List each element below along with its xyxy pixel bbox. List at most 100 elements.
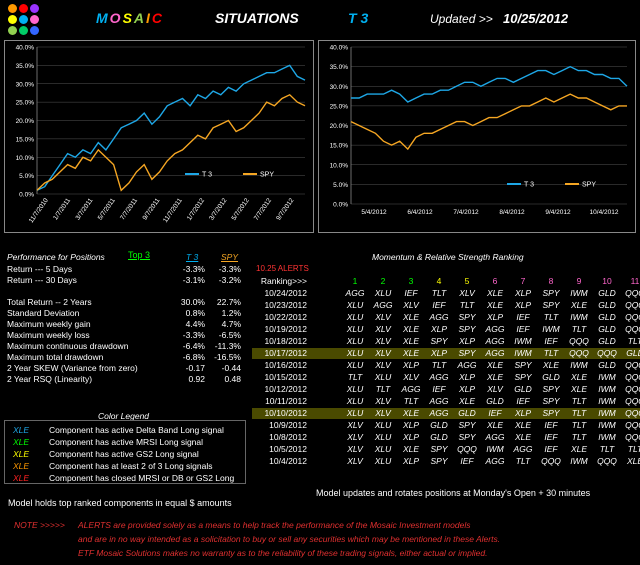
ranking-date: 10/24/2012	[264, 288, 307, 298]
ranking-cell: TLT	[431, 360, 447, 370]
ranking-cell: XLU	[346, 408, 364, 418]
series-line-t3	[351, 65, 628, 103]
perf-col-t3: T 3	[186, 252, 199, 262]
ranking-cell: IWM	[598, 432, 616, 442]
ranking-cell: IEF	[516, 396, 530, 406]
ranking-cell: TLT	[599, 444, 615, 454]
ranking-cell: TLT	[571, 420, 587, 430]
perf-t3-value: 30.0%	[180, 297, 205, 307]
ranking-cell: AGG	[485, 432, 505, 442]
ranking-cell: TLT	[403, 396, 419, 406]
ranking-cell: SPY	[542, 300, 560, 310]
ranking-date: 10/18/2012	[264, 336, 307, 346]
legend-label: T 3	[524, 182, 534, 189]
ranking-cell: SPY	[458, 312, 476, 322]
y-tick-label: 5.0%	[333, 182, 348, 189]
ranking-cell: XLP	[514, 408, 532, 418]
perf-spy-value: 1.2%	[221, 308, 241, 318]
perf-row: Maximum continuous drawdown -6.4% -11.3%	[7, 341, 245, 352]
ranking-cell: XLV	[347, 444, 363, 454]
legend-title: Color Legend	[98, 411, 150, 421]
ranking-row: 10/22/2012 XLU XLV XLE AGG SPY XLP IEF TLT IWM GLD…	[252, 312, 640, 323]
ranking-cell: QQQ	[625, 324, 640, 334]
ranking-date: 10/23/2012	[264, 300, 307, 310]
legend-text: Component has closed MRSI or DB or GS2 L…	[49, 473, 235, 483]
y-tick-label: 0.0%	[333, 202, 348, 209]
ranking-cell: IEF	[432, 384, 446, 394]
ranking-cell: TLT	[375, 384, 391, 394]
brand-letter: C	[151, 10, 165, 26]
ranking-cell: XLE	[458, 396, 476, 406]
ranking-cell: XLV	[375, 336, 391, 346]
perf-label: Maximum weekly loss	[7, 330, 90, 340]
ranking-cell: XLV	[347, 432, 363, 442]
ranking-cell: SPY	[430, 444, 448, 454]
ranking-cell: XLU	[374, 432, 392, 442]
legend-label: T 3	[202, 172, 212, 179]
legend-text: Component has active GS2 Long signal	[49, 449, 199, 459]
ranking-cell: XLP	[458, 384, 476, 394]
ranking-cell: QQQ	[625, 408, 640, 418]
ranking-cell: XLP	[430, 324, 448, 334]
ranking-cell: AGG	[485, 336, 505, 346]
ranking-cell: XLV	[375, 408, 391, 418]
ranking-row: 10/18/2012 XLU XLV XLE SPY XLP AGG IWM IEF QQQ GLD…	[252, 336, 640, 347]
perf-row: Maximum weekly loss -3.3% -6.5%	[7, 330, 245, 341]
ranking-date: 10/11/2012	[265, 396, 307, 406]
ranking-date: 10/12/2012	[264, 384, 307, 394]
ranking-cell: XLU	[374, 456, 392, 466]
ranking-cell: XLP	[458, 372, 476, 382]
perf-row: Return --- 5 Days -3.3% -3.3%	[7, 264, 245, 275]
x-tick-label: 1/7/2012	[186, 197, 206, 222]
ranking-cell: XLE	[486, 420, 504, 430]
ranking-cell: IWM	[570, 312, 588, 322]
ranking-cell: XLP	[402, 360, 420, 370]
ranking-cell: XLP	[402, 432, 420, 442]
legend-ticker: XLE	[13, 425, 30, 435]
ranking-cell: IEF	[544, 432, 558, 442]
ranking-cell: TLT	[571, 408, 587, 418]
ranking-cell: QQQ	[625, 396, 640, 406]
legend-text: Component has active Delta Band Long sig…	[49, 425, 224, 435]
ranking-cell: AGG	[429, 372, 449, 382]
ranking-cell: XLV	[403, 300, 419, 310]
brand-letter: I	[146, 10, 152, 26]
ranking-col-number: 4	[436, 276, 442, 286]
x-tick-label: 10/4/2012	[590, 209, 619, 216]
alerts-label: 10.25 ALERTS	[256, 264, 309, 273]
perf-spy-value: 4.7%	[221, 319, 241, 329]
note-line-3: ETF Mosaic Solutions makes no warranty a…	[78, 548, 488, 558]
ranking-cell: IWM	[598, 384, 616, 394]
ranking-cell: SPY	[458, 324, 476, 334]
ranking-row: 10/23/2012 XLU AGG XLV IEF TLT XLE XLP SPY XLE GLD…	[252, 300, 640, 311]
perf-t3-value: 0.92	[188, 374, 205, 384]
brand-letter: A	[133, 10, 147, 26]
ranking-cell: AGG	[513, 444, 533, 454]
x-tick-label: 7/4/2012	[453, 209, 479, 216]
ranking-row: 10/11/2012 XLU XLV TLT AGG XLE GLD IEF SPY TLT IWM…	[252, 396, 640, 407]
ranking-cell: QQQ	[597, 348, 617, 358]
ranking-cell: AGG	[485, 348, 505, 358]
ranking-cell: IEF	[544, 444, 558, 454]
ranking-cell: QQQ	[597, 456, 617, 466]
perf-label: Maximum weekly gain	[7, 319, 91, 329]
ranking-cell: QQQ	[541, 456, 561, 466]
ranking-cell: SPY	[430, 456, 448, 466]
ranking-col-number: 10	[602, 276, 612, 286]
ranking-cell: XLE	[486, 300, 504, 310]
perf-spy-value: -3.3%	[218, 264, 241, 274]
ranking-cell: TLT	[459, 300, 475, 310]
ranking-cell: QQQ	[457, 444, 477, 454]
perf-row: Maximum weekly gain 4.4% 4.7%	[7, 319, 245, 330]
y-tick-label: 25.0%	[330, 103, 349, 110]
perf-t3-value: -6.4%	[182, 341, 205, 351]
ranking-row: 10/8/2012 XLV XLU XLP GLD SPY AGG XLE IEF TLT IWM Q…	[252, 432, 640, 443]
perf-spy-value: -6.5%	[218, 330, 241, 340]
ranking-cell: GLD	[598, 360, 616, 370]
y-tick-label: 25.0%	[16, 100, 35, 107]
y-tick-label: 35.0%	[16, 63, 35, 70]
ranking-cell: IWM	[598, 372, 616, 382]
ranking-cell: XLU	[346, 324, 364, 334]
ranking-cell: XLE	[402, 348, 420, 358]
ranking-cell: QQQ	[625, 372, 640, 382]
